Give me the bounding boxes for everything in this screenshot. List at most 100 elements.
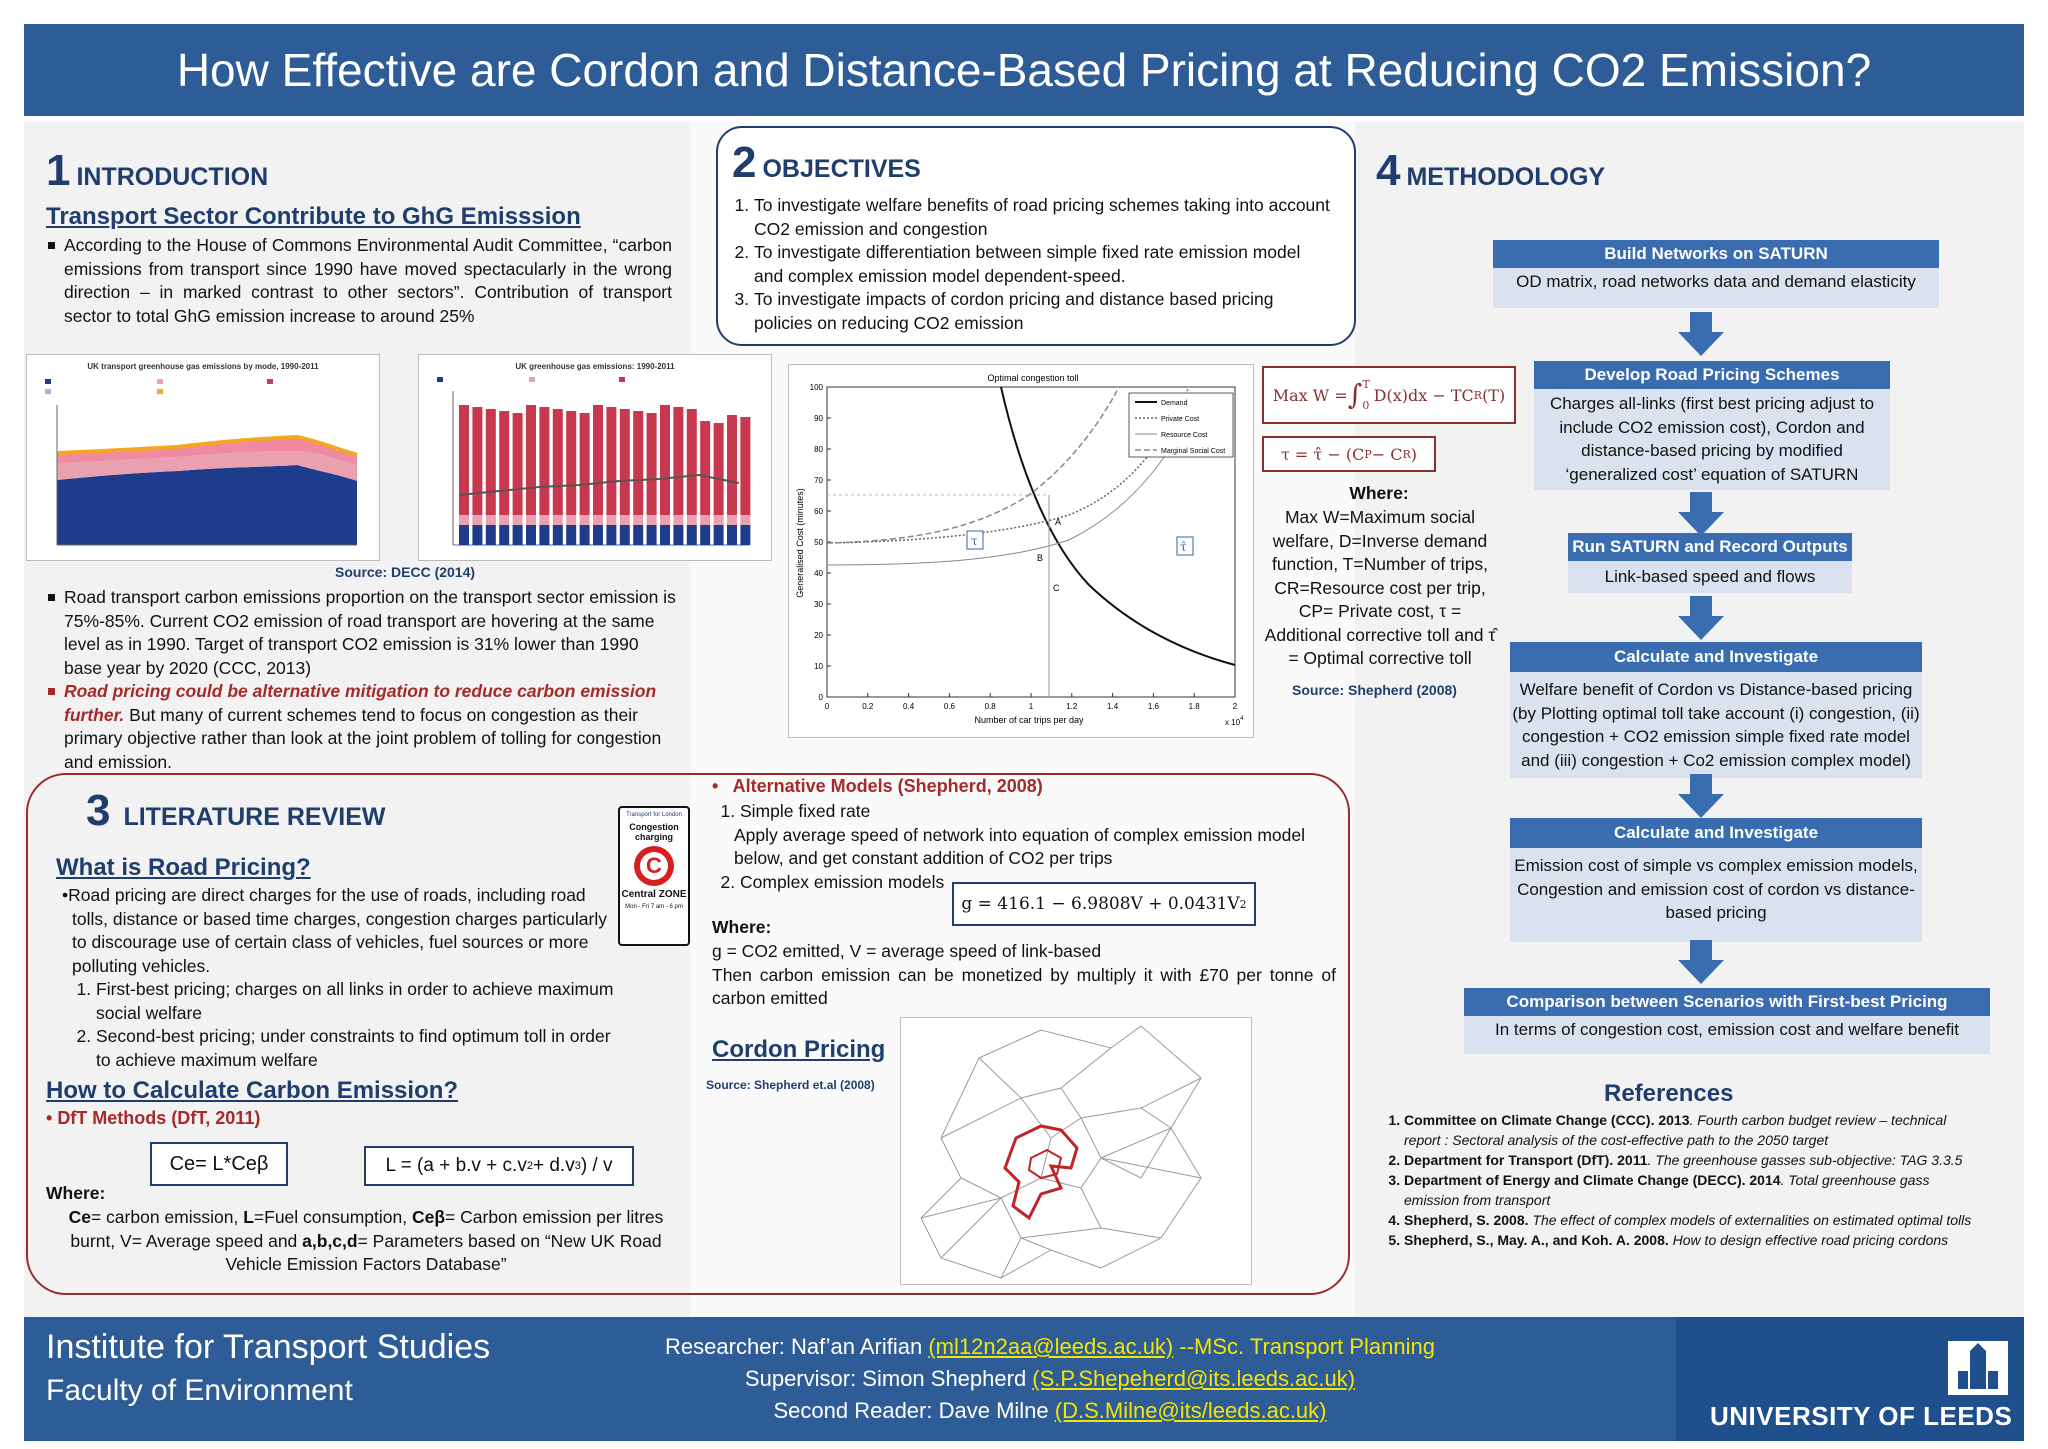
sign-central-zone: Central ZONE [621, 889, 687, 900]
tau-eq-r: R [1402, 447, 1411, 461]
tau-eq-mid: − C [1371, 444, 1403, 464]
integral-sign: ∫ [1347, 378, 1363, 411]
ghg-bar-segment [593, 525, 603, 545]
point-b-label: B [1037, 553, 1043, 563]
ghg-bar-segment [499, 411, 510, 515]
methodology-number: 4 [1376, 146, 1401, 195]
methodology-heading-text: METHODOLOGY [1406, 163, 1606, 191]
toll-y-tick-label: 10 [814, 662, 823, 671]
legend-msc: Marginal Social Cost [1161, 448, 1225, 455]
toll-x-exponent-base: x 10 [1225, 718, 1241, 727]
toll-y-tick-label: 30 [814, 600, 823, 609]
fig2-proportion-line [458, 473, 740, 496]
supervisor-email-link[interactable]: (S.P.Shepeherd@its.leeds.ac.uk) [1032, 1366, 1356, 1391]
fig1-area-freight [57, 451, 357, 481]
university-logo-panel: UNIVERSITY OF LEEDS [1676, 1317, 2024, 1441]
objectives-list: To investigate welfare benefits of road … [732, 194, 1332, 335]
fig1-line-aviation [56, 434, 358, 457]
ghg-bar-segment [566, 411, 577, 515]
researcher-email-link[interactable]: (ml12n2aa@leeds.ac.uk) [928, 1334, 1174, 1359]
where-t4: = Parameters based on “New UK Road Vehic… [225, 1230, 662, 1275]
fig1-legend-swatch-4 [45, 389, 51, 394]
reference-4-author: Shepherd, S. 2008. [1404, 1212, 1529, 1228]
equations-where-text: Max W=Maximum social welfare, D=Inverse … [1264, 507, 1496, 668]
ghg-bar-segment [593, 405, 603, 515]
ghg-bar-segment [472, 515, 483, 525]
road-pricing-def-body: Road pricing are direct charges for the … [68, 885, 607, 976]
ghg-bar-segment [619, 409, 630, 515]
method-step-2-body: Charges all-links (first best pricing ad… [1534, 389, 1890, 490]
monetize-text: Then carbon emission can be monetized by… [712, 964, 1336, 1009]
ghg-bar-segment [686, 525, 697, 545]
intro-number: 1 [46, 146, 71, 195]
toll-y-tick-label: 40 [814, 569, 823, 578]
ghg-bar-segment [727, 415, 737, 515]
toll-x-tick-label: 1.2 [1066, 702, 1078, 711]
toll-x-tick-label: 0.6 [944, 702, 956, 711]
intro-subheading: Transport Sector Contribute to GhG Emiss… [46, 203, 581, 230]
literature-number: 3 [86, 786, 111, 835]
reference-1: Committee on Climate Change (CCC). 2013.… [1404, 1110, 1982, 1150]
ce-equation: Ce= L*Ceβ [169, 1152, 269, 1175]
second-best-item: Second-best pricing; under constraints t… [96, 1025, 616, 1072]
equations-source: Source: Shepherd (2008) [1292, 682, 1457, 698]
point-c-label: C [1053, 583, 1060, 593]
reference-2: Department for Transport (DfT). 2011. Th… [1404, 1150, 1982, 1170]
sign-c-letter: C [640, 852, 668, 880]
road-network [920, 1025, 1202, 1279]
references-list: Committee on Climate Change (CCC). 2013.… [1382, 1110, 1982, 1250]
intro-heading: 1 INTRODUCTION [46, 146, 268, 196]
fig1-legend-swatch-1 [45, 379, 51, 384]
inner-cordon [1027, 1148, 1063, 1180]
sign-congestion-charging: Congestion charging [629, 822, 679, 842]
reference-3-author: Department of Energy and Climate Change … [1404, 1172, 1781, 1188]
tau-eq-p: P [1364, 447, 1372, 461]
toll-y-tick-label: 70 [814, 476, 823, 485]
objectives-number: 2 [732, 138, 757, 187]
ghg-bar-segment [727, 515, 737, 525]
marginal-social-cost-curve [826, 386, 1120, 544]
ghg-bar-segment [633, 515, 644, 525]
ghg-bar-segment [512, 525, 523, 545]
ghg-bar-segment [539, 525, 550, 545]
university-logo-icon [1948, 1341, 2008, 1395]
alt-model-2: Complex emission models [740, 871, 1332, 895]
method-arrow-2 [1678, 492, 1724, 536]
toll-x-exponent: x 104 [1225, 716, 1244, 727]
objectives-heading-text: OBJECTIVES [762, 155, 921, 183]
where-l: L [243, 1207, 254, 1227]
supervisor-label: Supervisor: Simon Shepherd [744, 1366, 1033, 1391]
cordon-network-map [920, 1025, 1202, 1279]
fuel-eq-b: + d.v [532, 1155, 575, 1176]
ghg-bar-segment [566, 525, 577, 545]
ghg-bar-segment [552, 409, 563, 515]
ghg-bar-segment [713, 515, 724, 525]
resource-cost-curve [826, 414, 1190, 566]
reader-email-link[interactable]: (D.S.Milne@its/leeds.ac.uk) [1054, 1398, 1327, 1423]
institute-name: Institute for Transport Studies [46, 1328, 491, 1366]
where-t3: = Carbon emission per litres burnt, V= A… [70, 1207, 664, 1251]
optimal-toll-figure: Optimal congestion toll 0 0.2 0.4 0.6 0.8 1 1.… [788, 364, 1254, 738]
toll-y-tick-label: 80 [814, 445, 823, 454]
ghg-bar-segment [619, 515, 630, 525]
cordon-pricing-heading: Cordon Pricing [712, 1036, 886, 1063]
ghg-bar-segment [700, 515, 711, 525]
ghg-bar-segment [673, 525, 684, 545]
ghg-bar-segment [700, 525, 711, 545]
fuel-eq-a: L = (a + b.v + c.v [385, 1155, 527, 1176]
fig1-title: UK transport greenhouse gas emissions by… [87, 362, 319, 371]
where-t2: =Fuel consumption, [253, 1207, 412, 1227]
reference-5-title: How to design effective road pricing cor… [1668, 1232, 1949, 1248]
ghg-bar-segment [686, 409, 697, 515]
dft-methods: • DfT Methods (DfT, 2011) [46, 1108, 261, 1128]
legend-demand: Demand [1161, 400, 1188, 407]
method-step-4-head: Calculate and Investigate [1510, 642, 1922, 672]
method-step-1-head: Build Networks on SATURN [1493, 240, 1939, 268]
toll-y-ticks: 0 10 20 30 40 50 60 70 80 90 100 [810, 383, 831, 702]
ghg-emissions-figure: UK greenhouse gas emissions: 1990-2011 [418, 354, 772, 561]
reference-3: Department of Energy and Climate Change … [1404, 1170, 1982, 1210]
welfare-equation-box: Max W = ∫ T 0 D(x)dx − TC R (T) [1262, 366, 1516, 424]
ghg-bar-segment [512, 413, 523, 515]
method-step-3-body: Link-based speed and flows [1568, 561, 1852, 593]
alt-model-1-desc: Apply average speed of network into equa… [734, 824, 1306, 869]
